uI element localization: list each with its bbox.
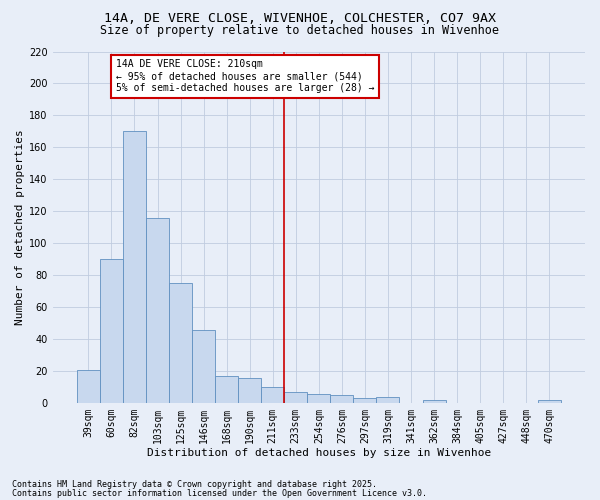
Y-axis label: Number of detached properties: Number of detached properties (15, 130, 25, 325)
Bar (169, 284, 192, 403)
Bar (215, 376, 238, 403)
X-axis label: Distribution of detached houses by size in Wivenhoe: Distribution of detached houses by size … (147, 448, 491, 458)
Bar (284, 392, 307, 403)
Bar (353, 398, 376, 403)
Bar (100, 260, 123, 403)
Bar (422, 400, 446, 403)
Bar (123, 132, 146, 403)
Bar (192, 330, 215, 403)
Bar (376, 397, 400, 403)
Text: Contains public sector information licensed under the Open Government Licence v3: Contains public sector information licen… (12, 489, 427, 498)
Text: Size of property relative to detached houses in Wivenhoe: Size of property relative to detached ho… (101, 24, 499, 37)
Bar (238, 378, 261, 403)
Text: 14A, DE VERE CLOSE, WIVENHOE, COLCHESTER, CO7 9AX: 14A, DE VERE CLOSE, WIVENHOE, COLCHESTER… (104, 12, 496, 26)
Bar (538, 400, 561, 403)
Text: 14A DE VERE CLOSE: 210sqm
← 95% of detached houses are smaller (544)
5% of semi-: 14A DE VERE CLOSE: 210sqm ← 95% of detac… (116, 60, 374, 92)
Bar (77, 370, 100, 403)
Bar (261, 387, 284, 403)
Bar (331, 395, 353, 403)
Bar (146, 218, 169, 403)
Text: Contains HM Land Registry data © Crown copyright and database right 2025.: Contains HM Land Registry data © Crown c… (12, 480, 377, 489)
Bar (307, 394, 331, 403)
